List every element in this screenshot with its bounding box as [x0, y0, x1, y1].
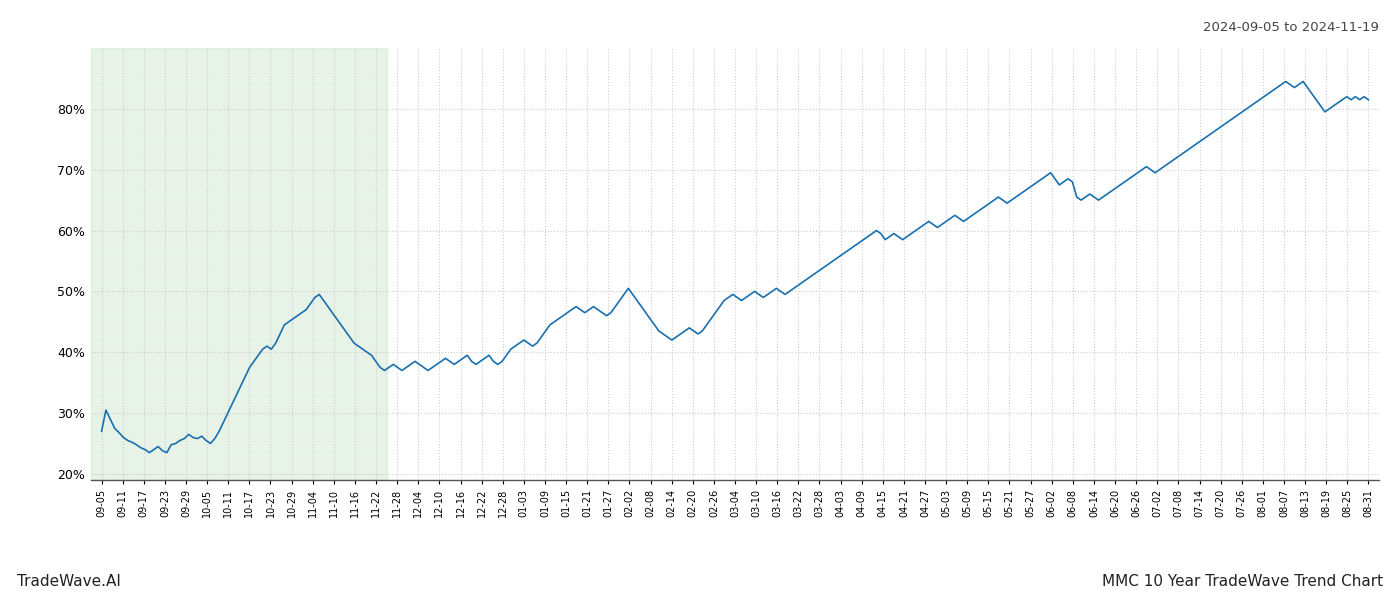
Text: TradeWave.AI: TradeWave.AI — [17, 574, 120, 589]
Bar — [91, 48, 386, 480]
Text: MMC 10 Year TradeWave Trend Chart: MMC 10 Year TradeWave Trend Chart — [1102, 574, 1383, 589]
Text: 2024-09-05 to 2024-11-19: 2024-09-05 to 2024-11-19 — [1203, 21, 1379, 34]
